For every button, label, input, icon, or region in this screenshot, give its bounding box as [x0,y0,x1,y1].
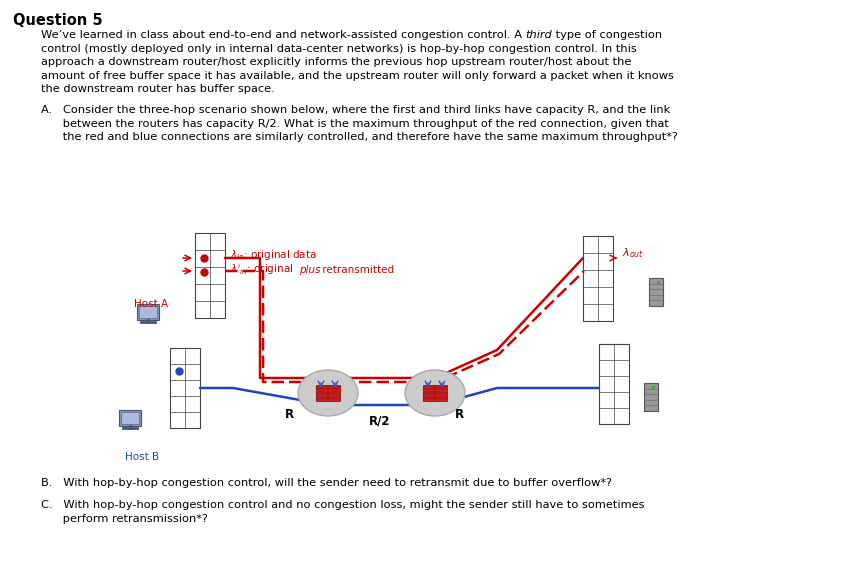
Text: perform retransmission*?: perform retransmission*? [41,513,208,523]
Bar [583,236,613,320]
Text: R/2: R/2 [369,415,390,428]
Text: B.   With hop-by-hop congestion control, will the sender need to retransmit due : B. With hop-by-hop congestion control, w… [41,478,612,488]
Text: R: R [455,408,464,421]
Bar [137,304,159,320]
Text: $\lambda_{in}$: original data: $\lambda_{in}$: original data [230,248,317,262]
Bar [195,232,225,318]
Text: control (mostly deployed only in internal data-center networks) is hop-by-hop co: control (mostly deployed only in interna… [41,44,637,53]
Bar [139,306,157,318]
Bar [170,348,200,428]
Text: the downstream router has buffer space.: the downstream router has buffer space. [41,84,275,94]
Text: Question 5: Question 5 [13,13,103,28]
Text: type of congestion: type of congestion [552,30,662,40]
Text: $\lambda'_{in}$: original: $\lambda'_{in}$: original [230,263,294,277]
Bar [644,383,658,411]
Bar [422,385,447,401]
Text: $\lambda_{out}$: $\lambda_{out}$ [622,246,644,260]
Text: R: R [285,408,294,421]
Text: the red and blue connections are similarly controlled, and therefore have the sa: the red and blue connections are similar… [41,132,677,142]
Bar [599,344,629,424]
Text: A.   Consider the three-hop scenario shown below, where the first and third link: A. Consider the three-hop scenario shown… [41,105,671,115]
Text: retransmitted: retransmitted [319,265,394,275]
Text: third: third [525,30,552,40]
Ellipse shape [405,370,465,416]
Text: approach a downstream router/host explicitly informs the previous hop upstream r: approach a downstream router/host explic… [41,57,632,67]
Ellipse shape [298,370,358,416]
Text: plus: plus [299,265,320,275]
Text: between the routers has capacity R/2. What is the maximum throughput of the red : between the routers has capacity R/2. Wh… [41,118,669,128]
Text: We’ve learned in class about end-to-end and network-assisted congestion control.: We’ve learned in class about end-to-end … [41,30,525,40]
Text: C.   With hop-by-hop congestion control and no congestion loss, might the sender: C. With hop-by-hop congestion control an… [41,500,644,510]
Bar [315,385,340,401]
Bar [121,412,139,424]
Text: Host A: Host A [134,299,168,309]
Bar [649,278,663,306]
Text: Host B: Host B [125,452,159,462]
Text: amount of free buffer space it has available, and the upstream router will only : amount of free buffer space it has avail… [41,71,674,80]
Bar [119,410,141,426]
